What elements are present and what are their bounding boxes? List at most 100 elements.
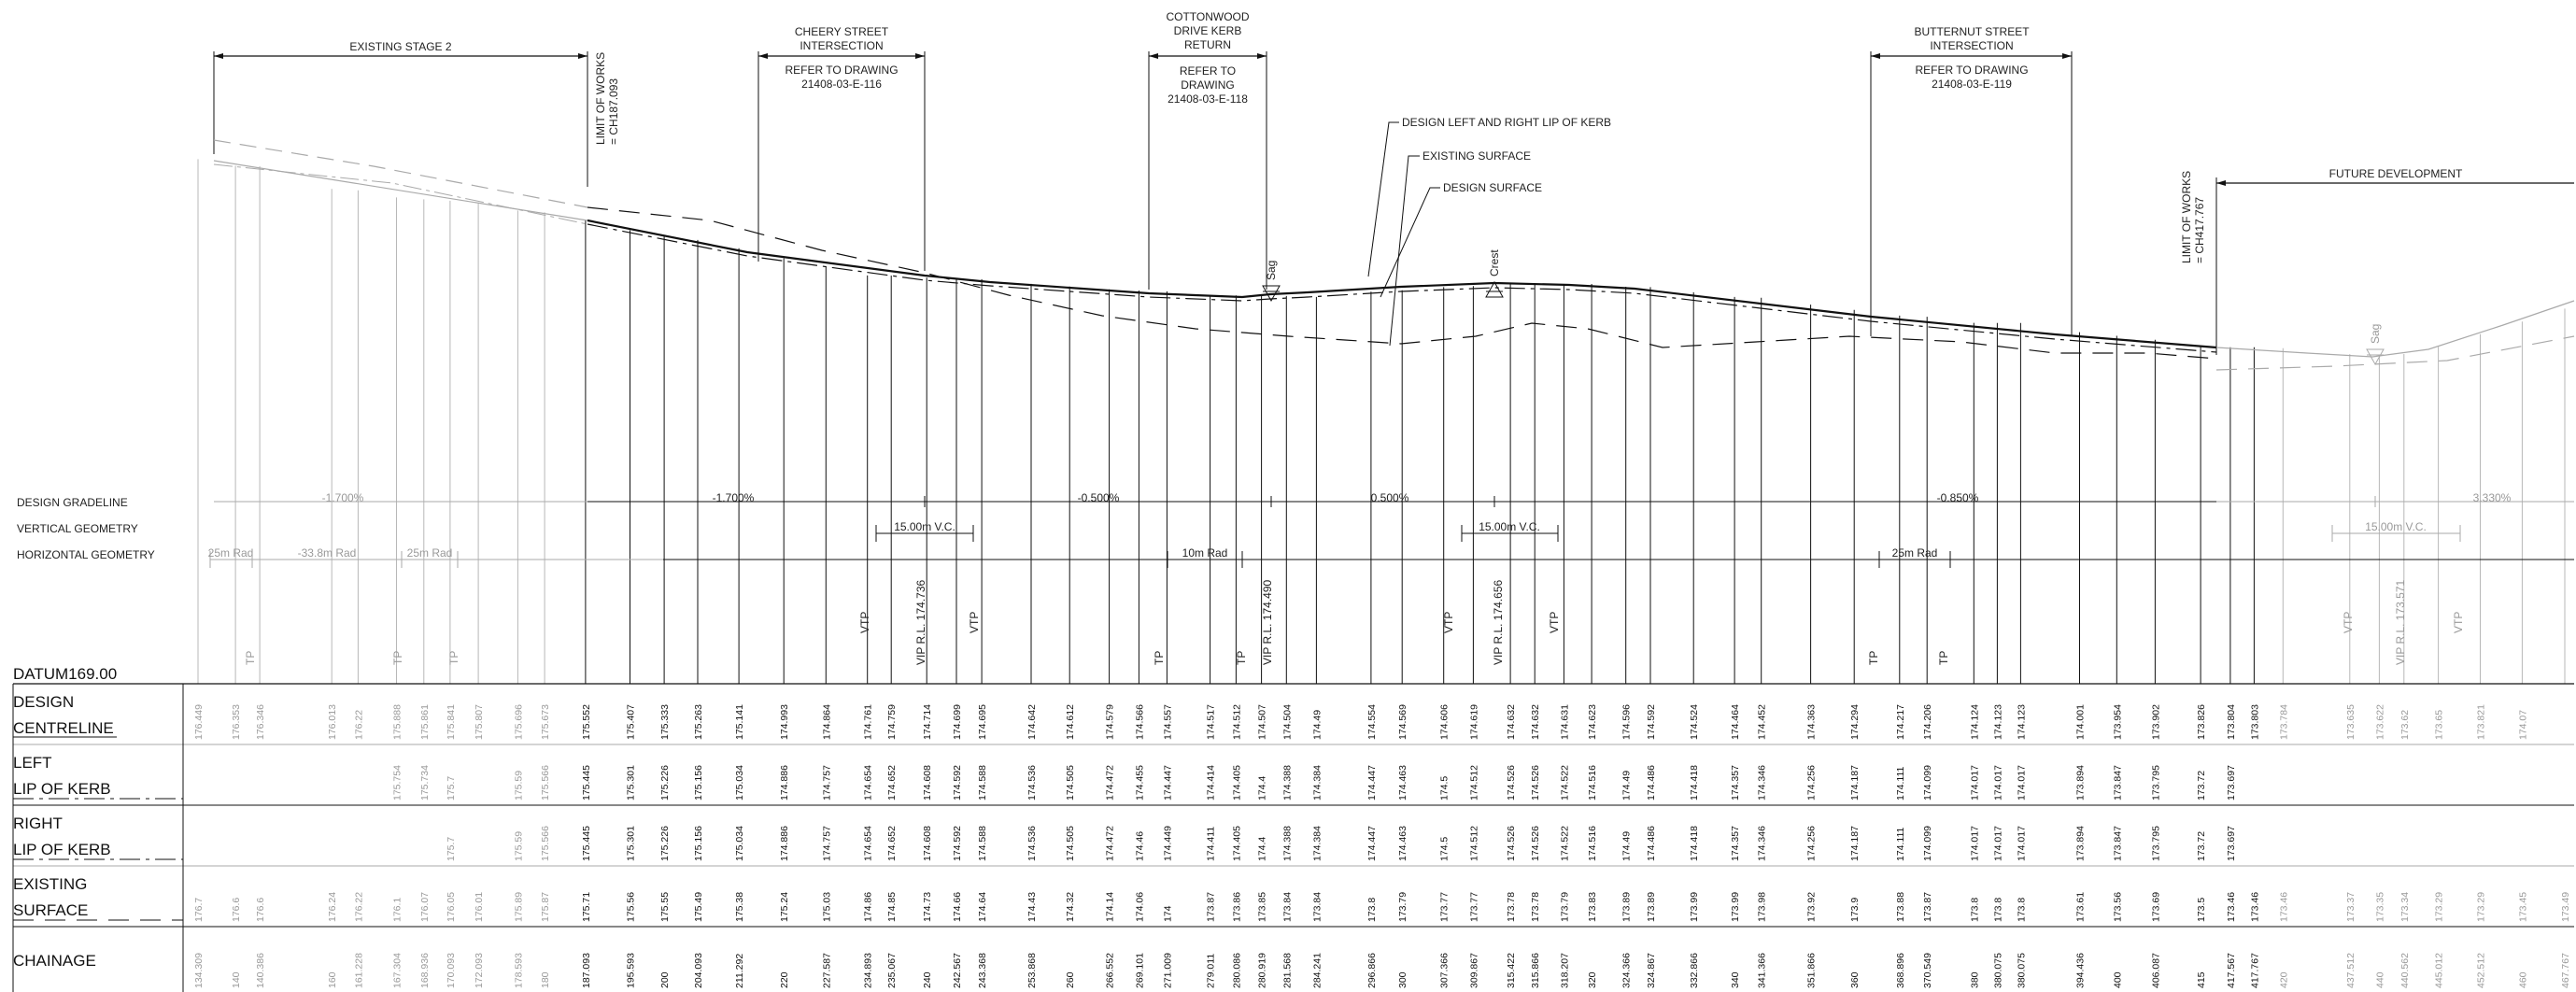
header-cottonwood-drive: COTTONWOOD DRIVE KERB RETURN REFER TO DR…	[1148, 10, 1267, 290]
cell-existing-surface: 173.8	[2016, 898, 2027, 922]
cell-chainage: 467.767	[2560, 953, 2571, 988]
cell-design-centreline: 174.554	[1366, 704, 1378, 740]
cell-left-lip: 173.894	[2075, 765, 2087, 801]
cell-existing-surface: 173.8	[1969, 898, 1980, 922]
cell-left-lip: 174.418	[1689, 765, 1700, 801]
limit-of-works-start: LIMIT OF WORKS = CH187.093	[594, 52, 620, 145]
cell-chainage: 187.093	[581, 953, 592, 988]
cell-design-centreline: 173.821	[2476, 704, 2487, 740]
sag-future-marker-label: Sag	[2369, 324, 2382, 344]
row-label-existing-2: SURFACE	[13, 901, 88, 919]
cell-left-lip: 174.4	[1257, 776, 1268, 801]
cell-left-lip: 174.536	[1026, 765, 1038, 801]
callout-design-surface: DESIGN SURFACE	[1443, 181, 1542, 194]
cell-design-centreline: 174.606	[1439, 704, 1451, 740]
cell-existing-surface: 175.55	[659, 892, 671, 922]
cell-right-lip: 174.111	[1895, 827, 1906, 861]
cell-chainage: 284.241	[1311, 953, 1323, 988]
datum-label: DATUM169.00	[13, 665, 117, 683]
vtp-marker: VTP	[2342, 612, 2355, 633]
cell-design-centreline: 174.619	[1468, 704, 1479, 740]
cell-design-centreline: 174.993	[779, 704, 790, 740]
cell-right-lip: 174.652	[886, 826, 898, 861]
cell-chainage: 242.567	[952, 953, 963, 988]
cell-left-lip: 174.472	[1105, 765, 1116, 801]
header-cheery-street: CHEERY STREET INTERSECTION REFER TO DRAW…	[757, 25, 926, 271]
cell-left-lip: 174.526	[1506, 765, 1517, 801]
cell-chainage: 161.228	[353, 953, 364, 988]
grade-4: -0.850%	[1937, 491, 1979, 504]
future-design-line	[2215, 300, 2575, 358]
cell-design-centreline: 173.902	[2150, 704, 2161, 740]
cell-right-lip: 174.588	[977, 826, 988, 861]
cell-design-centreline: 174.632	[1506, 704, 1517, 740]
vip-label-2: VIP R.L. 174.656	[1492, 579, 1505, 665]
design-gradeline-label: DESIGN GRADELINE	[17, 496, 128, 509]
cell-chainage: 417.567	[2226, 953, 2237, 988]
cell-existing-surface: 176.7	[193, 898, 205, 922]
cell-design-centreline: 174.642	[1026, 704, 1038, 740]
cell-existing-surface: 173.29	[2476, 892, 2487, 922]
vtp-marker: VTP	[968, 612, 981, 633]
cell-existing-surface: 173.9	[1849, 898, 1861, 922]
cell-existing-surface: 173.8	[1992, 898, 2003, 922]
cell-right-lip: 174.388	[1281, 826, 1293, 861]
cell-design-centreline: 174.217	[1895, 704, 1906, 740]
cell-design-centreline: 174.579	[1105, 704, 1116, 740]
cell-existing-surface: 173.87	[1922, 892, 1933, 922]
horizontal-curve-4: 25m Rad	[1892, 546, 1938, 560]
cell-design-centreline: 176.449	[193, 704, 205, 740]
cell-right-lip: 174.526	[1506, 826, 1517, 861]
cell-design-centreline: 173.826	[2196, 704, 2207, 740]
cell-left-lip: 174.455	[1134, 765, 1145, 801]
cell-existing-surface: 174.64	[977, 892, 988, 922]
cell-existing-surface: 175.03	[821, 892, 832, 922]
row-label-design-2: CENTRELINE	[13, 719, 114, 737]
cell-design-centreline: 174.49	[1311, 710, 1323, 740]
cell-existing-surface: 175.71	[581, 892, 592, 922]
cell-existing-surface: 176.01	[474, 892, 485, 922]
cell-chainage: 280.086	[1231, 953, 1242, 988]
cell-existing-surface: 173.46	[2249, 892, 2260, 922]
cell-left-lip: 174.414	[1206, 765, 1217, 801]
cell-chainage: 406.087	[2150, 953, 2161, 988]
vertical-curve-0: 15.00m V.C.	[894, 520, 955, 533]
grade-2: -0.500%	[1078, 491, 1120, 504]
row-label-existing-1: EXISTING	[13, 875, 87, 893]
cell-right-lip: 174.449	[1162, 826, 1173, 861]
cell-existing-surface: 176.22	[353, 892, 364, 922]
cell-existing-surface: 173.46	[2278, 892, 2289, 922]
cell-right-lip: 174.099	[1922, 826, 1933, 861]
cell-design-centreline: 174.759	[886, 704, 898, 740]
cell-left-lip: 174.384	[1311, 765, 1323, 801]
cell-chainage: 332.866	[1689, 953, 1700, 988]
cell-left-lip: 173.847	[2112, 765, 2123, 801]
cell-existing-surface: 174.32	[1065, 892, 1076, 922]
cell-right-lip: 174.505	[1065, 826, 1076, 861]
tp-marker: TP	[1937, 651, 1950, 665]
cell-design-centreline: 174.124	[1969, 704, 1980, 740]
cell-left-lip: 174.886	[779, 765, 790, 801]
cell-left-lip: 174.017	[2016, 765, 2027, 801]
cell-right-lip: 175.034	[734, 826, 745, 861]
cell-design-centreline: 174.612	[1065, 704, 1076, 740]
cell-chainage: 394.436	[2075, 953, 2087, 988]
cell-design-centreline: 174.623	[1587, 704, 1598, 740]
horizontal-geometry-label: HORIZONTAL GEOMETRY	[17, 548, 155, 561]
cell-right-lip: 173.697	[2226, 826, 2237, 861]
cell-design-centreline: 174.596	[1621, 704, 1633, 740]
horizontal-curve-0: 25m Rad	[208, 546, 254, 560]
cell-design-centreline: 174.07	[2517, 710, 2528, 740]
sag-marker-label: Sag	[1265, 261, 1278, 280]
cell-design-centreline: 175.841	[446, 704, 457, 740]
cell-chainage: 341.366	[1757, 953, 1768, 988]
cell-left-lip: 174.099	[1922, 765, 1933, 801]
cell-left-lip: 174.447	[1162, 765, 1173, 801]
grade-1: -1.700%	[713, 491, 755, 504]
header-cottonwood-line4: REFER TO	[1180, 64, 1236, 78]
cell-existing-surface: 176.07	[419, 892, 431, 922]
cell-right-lip: 174.187	[1849, 826, 1861, 861]
cell-chainage: 140.386	[255, 953, 266, 988]
grade-0: -1.700%	[322, 491, 364, 504]
cell-right-lip: 174.486	[1646, 826, 1657, 861]
